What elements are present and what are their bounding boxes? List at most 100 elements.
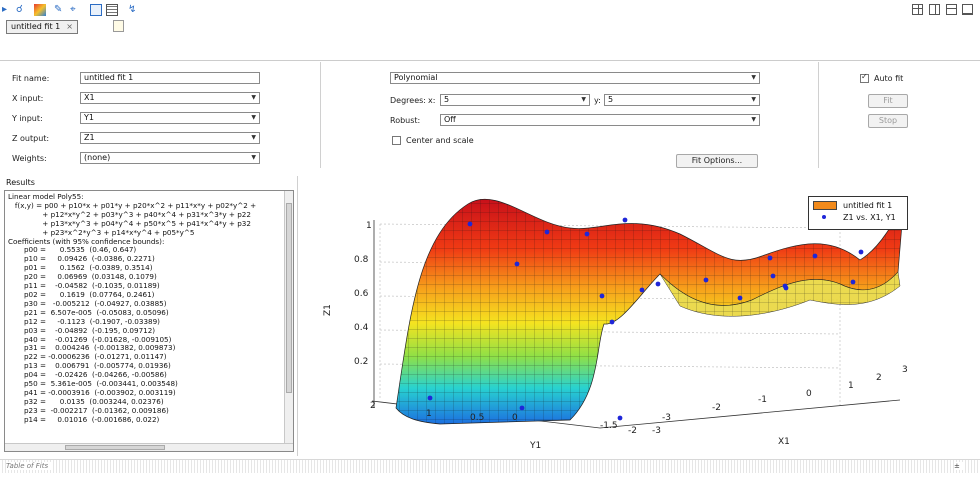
results-header: Results [6,178,35,187]
expand-icon[interactable]: ± [954,462,963,470]
y-axis-label: Y1 [529,441,541,451]
close-icon[interactable]: × [66,22,73,31]
new-fit-icon[interactable] [113,20,124,32]
y-input-value: Y1 [84,113,94,122]
z-tick: 1 [366,221,372,231]
legend-data-label: Z1 vs. X1, Y1 [843,213,896,222]
scroll-thumb[interactable] [286,203,292,393]
exclude-icon[interactable]: ⌖ [70,4,76,15]
x-input-select[interactable]: X1 ▼ [80,92,260,104]
fit-name-value: untitled fit 1 [84,73,134,82]
weights-select[interactable]: (none) ▼ [80,152,260,164]
grid-icon[interactable] [106,4,118,16]
scroll-thumb[interactable] [65,445,165,450]
chevron-down-icon: ▼ [251,134,256,141]
robust-select[interactable]: Off ▼ [440,114,760,126]
plot-svg: 0.2 0.4 0.6 0.8 1 Z1 2 1 0.5 0 -1.5 -2 -… [323,195,908,451]
data-cursor-icon[interactable]: ✎ [54,4,63,15]
chevron-down-icon: ▼ [751,96,756,103]
x-input-value: X1 [84,93,95,102]
degrees-x-label: x: [428,96,436,105]
z-output-select[interactable]: Z1 ▼ [80,132,260,144]
fit-type-select[interactable]: Polynomial ▼ [390,72,760,84]
z-tick: 0.2 [354,357,368,367]
x-tick: 0 [806,389,812,399]
robust-label: Robust: [390,116,421,125]
z-output-label: Z output: [12,134,50,143]
chevron-down-icon: ▼ [251,94,256,101]
auto-fit-label: Auto fit [874,74,904,83]
y-tick-labels: 2 1 0.5 0 -1.5 -2 -3 [370,401,661,436]
top-bottom-layout-icon[interactable] [946,4,957,15]
horizontal-scrollbar[interactable] [5,443,293,451]
z-tick: 0.4 [354,323,369,333]
fit-options-button[interactable]: Fit Options... [676,154,758,168]
legend-fit-swatch [813,201,837,210]
divider [320,62,321,168]
y-tick: 2 [370,401,376,411]
degrees-label: Degrees: [390,96,426,105]
z-tick: 0.8 [354,255,369,265]
x-tick: 3 [902,365,908,375]
y-tick: 0.5 [470,413,484,423]
table-of-fits-label: Table of Fits [6,462,52,470]
fit-name-input[interactable]: untitled fit 1 [80,72,260,84]
colormap-icon[interactable] [34,4,46,16]
legend[interactable]: untitled fit 1 Z1 vs. X1, Y1 [808,196,908,230]
degrees-y-label: y: [594,96,601,105]
y-tick: -2 [628,426,637,436]
chevron-down-icon: ▼ [751,116,756,123]
fit-type-value: Polynomial [394,73,438,82]
axes-limits-icon[interactable]: ↯ [128,4,137,15]
center-scale-label: Center and scale [406,136,474,145]
tab-untitled-fit[interactable]: untitled fit 1 × [6,20,78,34]
chevron-down-icon: ▼ [751,74,756,81]
x-axis-label: X1 [778,437,790,447]
legend-fit-label: untitled fit 1 [843,201,893,210]
legend-icon[interactable] [90,4,102,16]
pan-icon[interactable]: ▸ [2,4,8,15]
z-tick: 0.6 [354,289,369,299]
degrees-y-value: 5 [608,95,614,104]
chevron-down-icon: ▼ [251,154,256,161]
surface-plot[interactable]: 0.2 0.4 0.6 0.8 1 Z1 2 1 0.5 0 -1.5 -2 -… [300,176,910,456]
x-tick: 2 [876,373,882,383]
weights-value: (none) [84,153,111,162]
x-input-label: X input: [12,94,44,103]
divider [297,176,298,456]
toolbar: ▸ ☌ ✎ ⌖ ↯ untitled fit 1 × [0,0,980,36]
tab-label: untitled fit 1 [11,22,61,31]
tile-layout-icon[interactable] [912,4,923,15]
y-tick: -1.5 [600,421,618,431]
y-input-select[interactable]: Y1 ▼ [80,112,260,124]
chevron-down-icon: ▼ [581,96,586,103]
fitted-surface [395,198,905,425]
fit-name-label: Fit name: [12,74,50,83]
y-tick: -3 [652,426,661,436]
fit-settings-panel [0,60,980,170]
center-scale-checkbox[interactable] [392,136,401,145]
table-of-fits-bar[interactable]: Table of Fits ± [0,459,980,473]
weights-label: Weights: [12,154,47,163]
left-right-layout-icon[interactable] [929,4,940,15]
float-window-icon[interactable] [962,4,973,15]
z-axis-label: Z1 [323,304,333,316]
y-input-label: Y input: [12,114,43,123]
x-tick: -2 [712,403,721,413]
chevron-down-icon: ▼ [251,114,256,121]
rotate-icon[interactable]: ☌ [16,4,23,15]
results-text: Linear model Poly55: f(x,y) = p00 + p10*… [8,192,257,424]
stop-button[interactable]: Stop [868,114,908,128]
divider [818,62,819,168]
y-tick: 1 [426,409,432,419]
vertical-scrollbar[interactable] [284,191,293,451]
x-tick: -3 [662,413,671,423]
fit-button[interactable]: Fit [868,94,908,108]
degrees-x-value: 5 [444,95,450,104]
auto-fit-checkbox[interactable] [860,72,869,83]
results-panel: Linear model Poly55: f(x,y) = p00 + p10*… [4,190,294,452]
degrees-y-select[interactable]: 5 ▼ [604,94,760,106]
degrees-x-select[interactable]: 5 ▼ [440,94,590,106]
z-tick-labels: 0.2 0.4 0.6 0.8 1 [354,221,372,367]
legend-data-marker [822,215,826,219]
